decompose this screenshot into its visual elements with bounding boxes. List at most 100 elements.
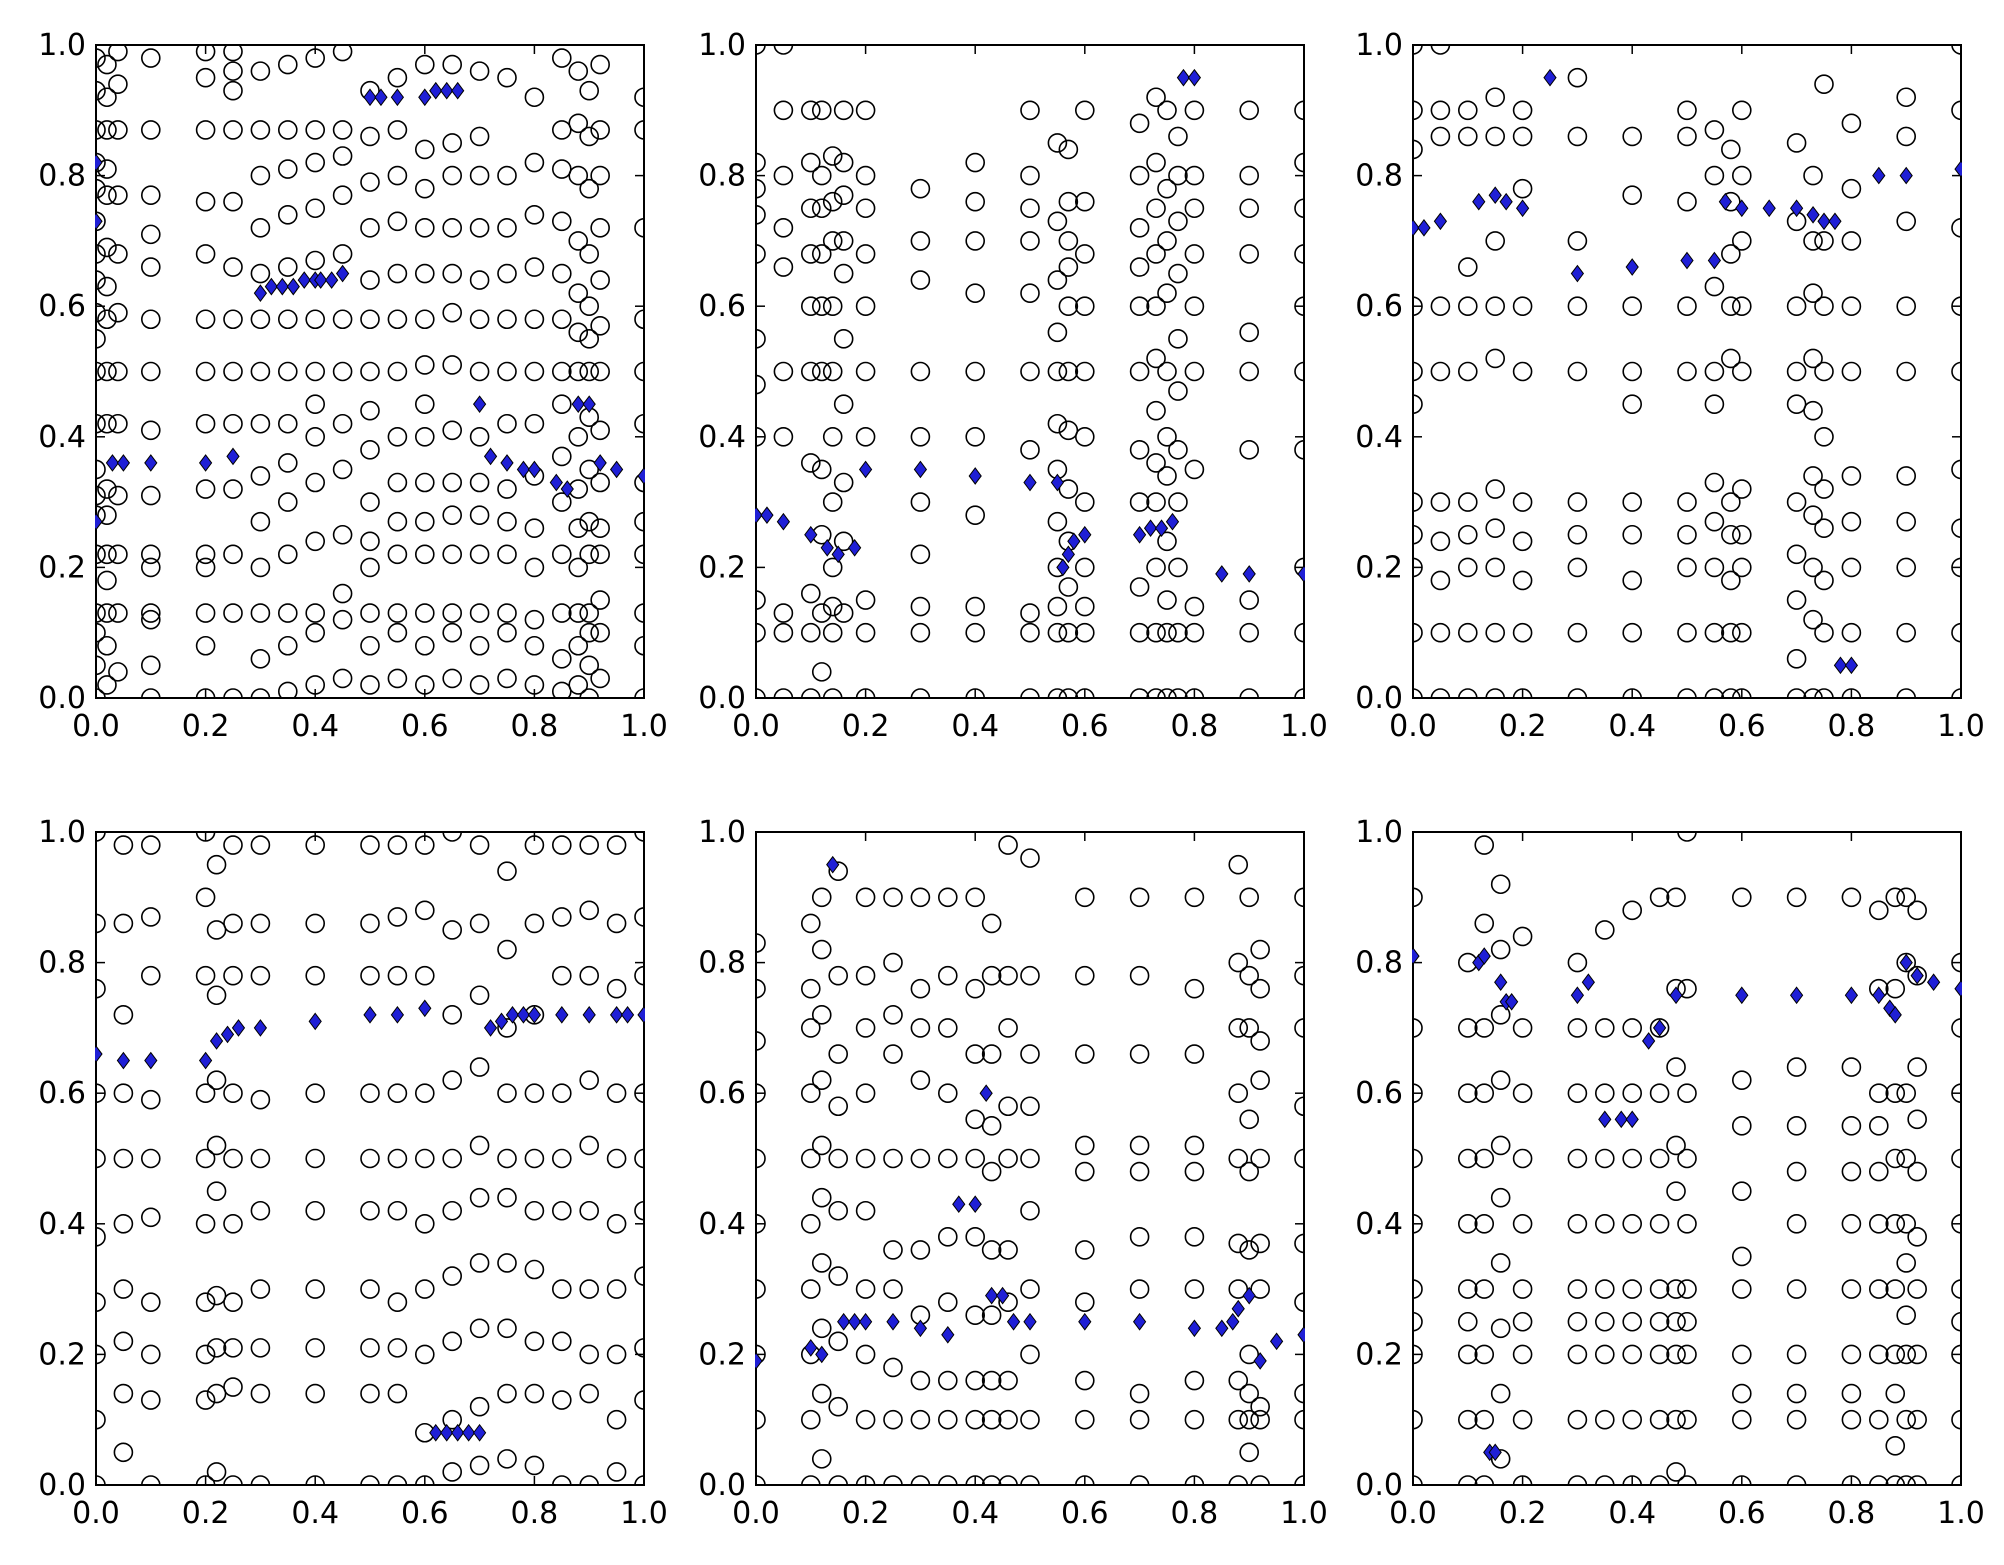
point-circle [1412,44,1423,55]
point-diamond [335,264,350,283]
point-diamond [1718,192,1732,211]
point-circle [1412,622,1423,643]
point-circle [1567,67,1588,88]
point-circle [634,218,645,238]
point-circle [524,609,545,630]
point-diamond [1215,1319,1229,1338]
point-circle [568,557,589,578]
axes-frame [755,831,1305,1486]
point-circle [469,544,490,565]
point-circle [1951,622,1962,643]
point-circle [1786,649,1807,669]
point-circle [1458,361,1478,382]
point-circle [305,472,326,493]
point-circle [1649,1083,1670,1103]
point-circle [910,361,931,382]
point-circle [414,1148,435,1169]
point-circle [1951,1475,1962,1486]
point-circle [1250,1279,1270,1299]
point-diamond [1472,192,1486,211]
point-circle [1907,1057,1927,1077]
point-circle [141,835,161,855]
point-circle [833,100,854,121]
point-circle [1184,1135,1205,1156]
point-circle [195,120,216,140]
point-circle [1184,688,1205,699]
point-circle [1896,361,1916,382]
y-tick-label: 0.2 [1355,550,1403,585]
point-circle [360,270,380,290]
point-circle [387,1148,408,1169]
point-circle [223,1148,243,1169]
point-circle [469,1057,490,1077]
point-diamond [418,88,432,107]
point-circle [1951,1018,1962,1038]
point-circle [1951,952,1962,973]
point-circle [141,309,161,330]
point-diamond [1570,986,1585,1005]
point-circle [1666,1311,1686,1332]
point-circle [195,635,216,656]
point-circle [1595,1344,1615,1365]
point-circle [206,854,227,875]
point-circle [497,1148,517,1169]
point-circle [97,413,117,434]
point-circle [1907,1161,1927,1182]
point-circle [811,361,832,382]
point-circle [910,1070,931,1090]
point-circle [1474,1083,1495,1103]
point-circle [1474,913,1495,934]
point-diamond [264,277,278,296]
point-circle [305,152,326,173]
point-circle [634,120,645,140]
point-circle [95,302,106,323]
point-diamond [1828,212,1842,231]
point-diamond [593,454,607,472]
point-circle [1907,965,1927,986]
point-circle [1677,1344,1697,1365]
point-circle [1412,1344,1423,1365]
point-circle [524,1200,545,1221]
point-circle [1786,361,1807,382]
point-circle [332,146,353,166]
point-circle [998,1292,1018,1312]
point-circle [1294,198,1305,219]
point-diamond [804,525,818,544]
point-circle [1294,361,1305,382]
point-circle [937,1227,958,1247]
point-diamond [1570,264,1585,283]
point-circle [1649,1475,1670,1486]
point-circle [95,270,106,290]
point-circle [1803,557,1823,578]
x-tick-label: 0.6 [401,709,449,744]
point-diamond [363,88,377,107]
point-diamond [1581,973,1595,992]
point-circle [579,1475,599,1486]
point-diamond [1505,992,1519,1011]
point-circle [1622,1311,1642,1332]
point-diamond [516,460,531,479]
point-circle [95,655,106,676]
point-circle [1485,518,1505,539]
point-circle [1168,492,1188,512]
point-circle [1490,1318,1511,1339]
subplot-5: 0.0 0.2 0.4 0.6 0.8 1.0 0.0 0.2 0.4 0.6 0.8 1.0 [698,815,1328,1531]
point-diamond [571,395,585,413]
point-circle [1146,622,1166,643]
point-circle [1075,622,1095,643]
x-tick-label: 0.8 [511,1496,559,1531]
point-circle [1294,1292,1305,1312]
point-circle [97,505,117,525]
x-tick-label: 0.0 [72,1496,120,1531]
x-tick-label: 0.6 [1061,709,1109,744]
point-circle [833,329,854,349]
point-circle [1184,622,1205,643]
point-circle [524,1455,545,1476]
point-circle [1485,348,1505,369]
point-circle [551,1279,572,1299]
point-circle [1896,466,1916,486]
point-circle [1841,113,1862,134]
x-tick-label: 0.2 [842,1496,890,1531]
point-circle [277,159,298,179]
point-circle [305,1383,326,1404]
